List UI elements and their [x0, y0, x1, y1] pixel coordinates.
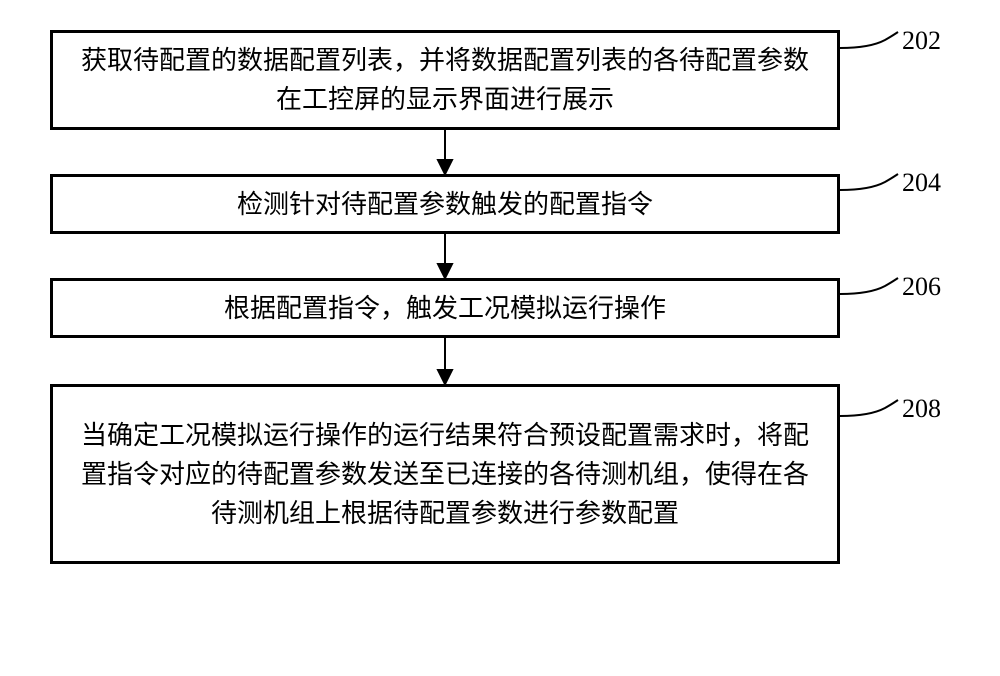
step-text-208: 当确定工况模拟运行操作的运行结果符合预设配置需求时，将配置指令对应的待配置参数发…: [77, 416, 813, 533]
step-box-204: 检测针对待配置参数触发的配置指令: [50, 174, 840, 234]
step-box-208: 当确定工况模拟运行操作的运行结果符合预设配置需求时，将配置指令对应的待配置参数发…: [50, 384, 840, 564]
label-curve-206: [840, 276, 910, 316]
arrow-204-206: [433, 234, 457, 280]
label-curve-204: [840, 172, 910, 212]
step-text-204: 检测针对待配置参数触发的配置指令: [237, 185, 653, 224]
step-box-206: 根据配置指令，触发工况模拟运行操作: [50, 278, 840, 338]
step-text-202: 获取待配置的数据配置列表，并将数据配置列表的各待配置参数在工控屏的显示界面进行展…: [77, 41, 813, 119]
label-curve-208: [840, 398, 910, 438]
arrow-202-204: [433, 130, 457, 176]
step-text-206: 根据配置指令，触发工况模拟运行操作: [224, 289, 666, 328]
arrow-206-208: [433, 338, 457, 386]
label-curve-202: [840, 30, 910, 70]
step-box-202: 获取待配置的数据配置列表，并将数据配置列表的各待配置参数在工控屏的显示界面进行展…: [50, 30, 840, 130]
